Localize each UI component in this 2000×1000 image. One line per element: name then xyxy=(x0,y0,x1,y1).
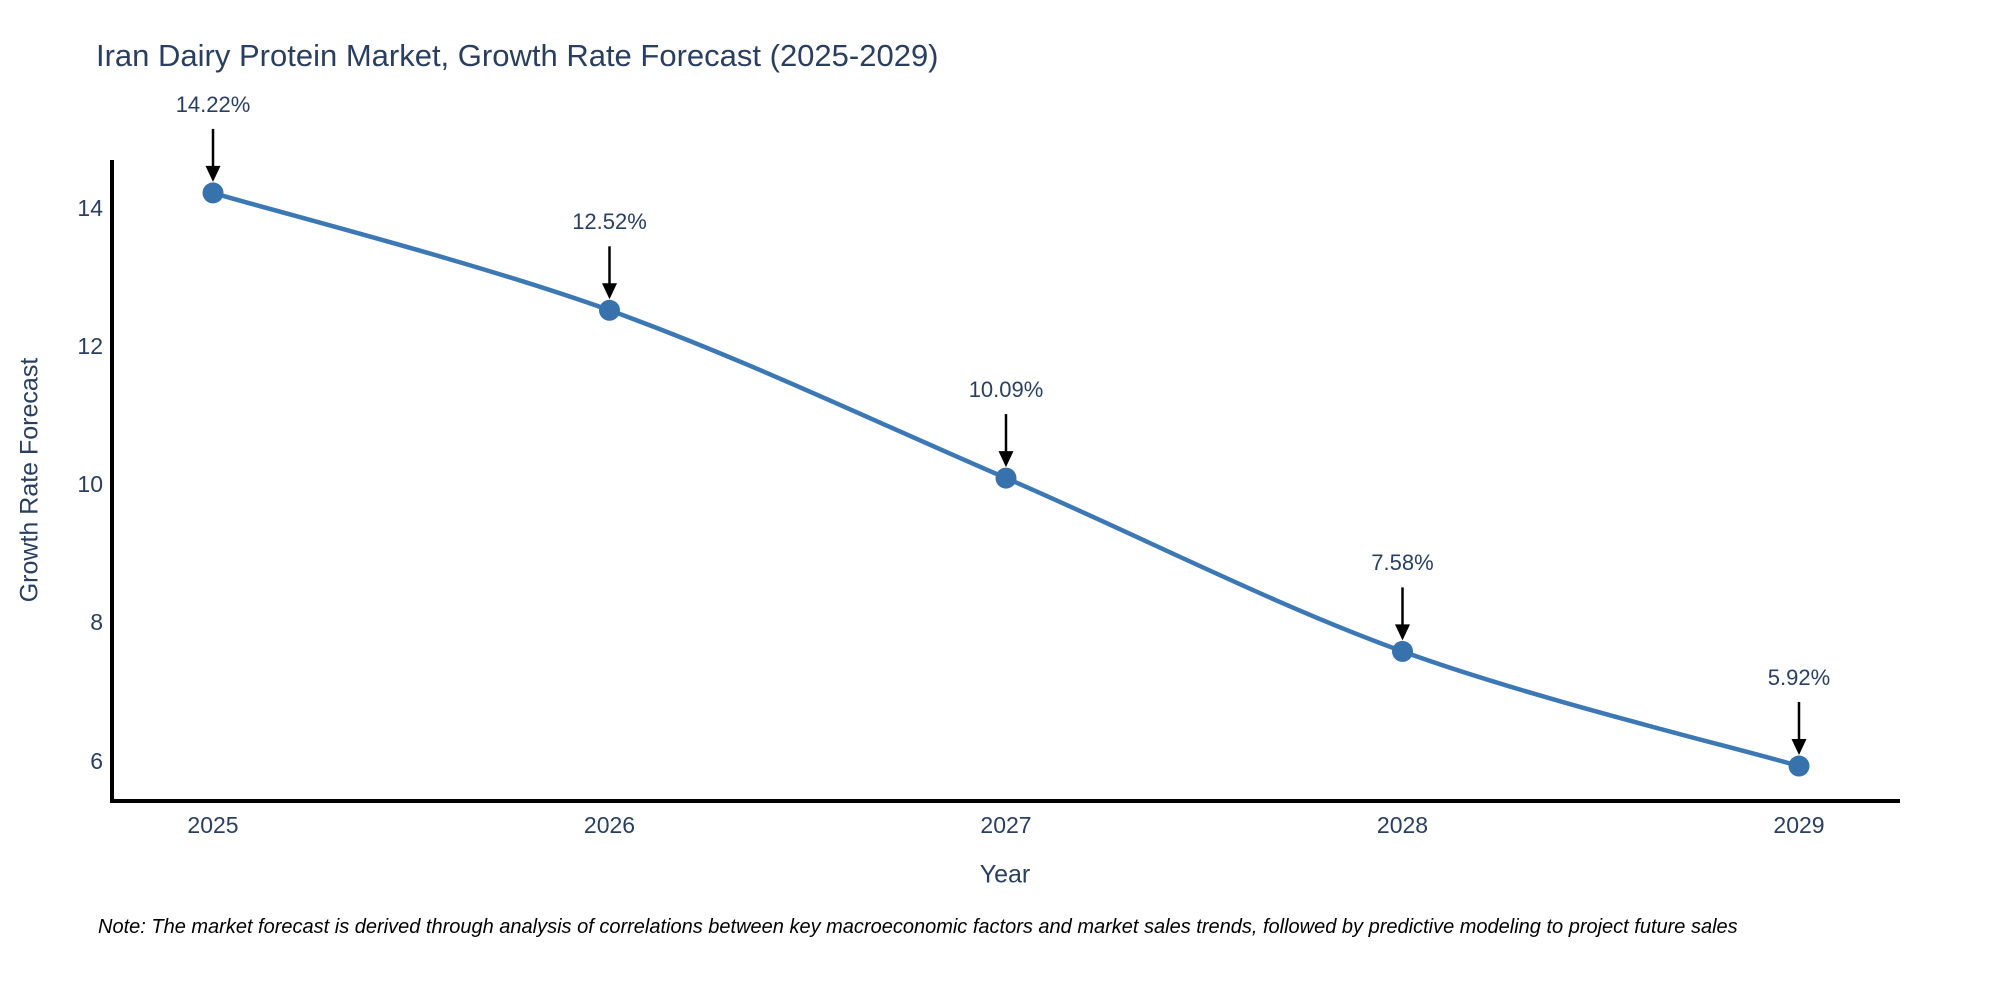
annotation-arrowhead-2025 xyxy=(205,165,221,182)
point-value-label-2026: 12.52% xyxy=(572,209,647,235)
x-tick-label-2026: 2026 xyxy=(583,812,636,838)
y-tick-label-8: 8 xyxy=(90,609,103,636)
x-axis-title: Year xyxy=(979,860,1031,889)
data-point-2029[interactable] xyxy=(1788,755,1810,777)
data-point-2026[interactable] xyxy=(599,299,620,321)
annotation-arrowhead-2027 xyxy=(998,451,1014,468)
annotation-arrowhead-2026 xyxy=(602,283,617,300)
data-point-2027[interactable] xyxy=(995,467,1017,489)
y-tick-label-12: 12 xyxy=(77,333,103,360)
point-value-label-2029: 5.92% xyxy=(1767,665,1831,691)
footnote: Note: The market forecast is derived thr… xyxy=(98,916,1738,938)
y-tick-label-10: 10 xyxy=(77,471,103,498)
annotation-arrowhead-2028 xyxy=(1395,624,1410,641)
x-tick-label-2027: 2027 xyxy=(980,812,1032,838)
annotation-arrowhead-2029 xyxy=(1791,739,1807,756)
chart-title: Iran Dairy Protein Market, Growth Rate F… xyxy=(96,38,939,73)
y-tick-label-14: 14 xyxy=(77,195,103,222)
point-value-label-2025: 14.22% xyxy=(175,91,251,117)
data-point-2028[interactable] xyxy=(1392,640,1413,662)
x-tick-label-2025: 2025 xyxy=(187,812,239,838)
y-tick-label-6: 6 xyxy=(90,747,103,774)
point-value-label-2028: 7.58% xyxy=(1371,550,1434,576)
data-point-2025[interactable] xyxy=(202,182,224,204)
point-value-label-2027: 10.09% xyxy=(968,377,1044,403)
x-tick-label-2028: 2028 xyxy=(1376,812,1429,838)
x-tick-label-2029: 2029 xyxy=(1773,812,1825,838)
